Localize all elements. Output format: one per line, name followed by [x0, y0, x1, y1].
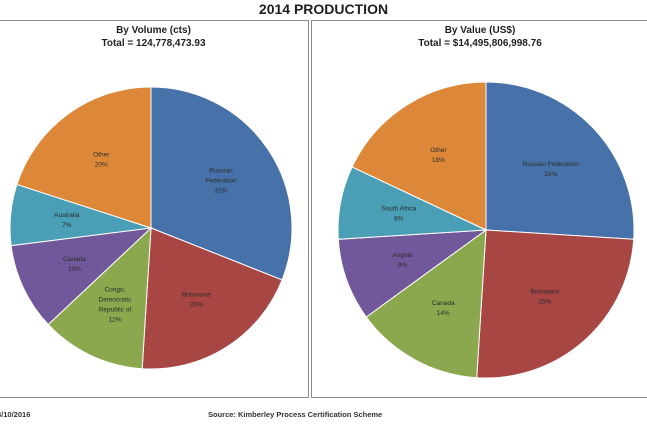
volume-label-australia: Australia 7%: [54, 212, 80, 229]
volume-label-other: Other 20%: [93, 152, 110, 169]
value-label-botswana: Botswana 25%: [530, 289, 559, 306]
volume-slice-congo: [47, 226, 152, 370]
value-slice-botswana: [476, 229, 635, 379]
value-chart-title: By Value (US$): [444, 25, 516, 36]
volume-label-canada: Canada 10%: [63, 256, 86, 273]
value-chart-total: Total = $14,495,806,998.76: [418, 38, 542, 49]
value-chart-panel: By Value (US$) Total = $14,495,806,998.7…: [311, 20, 647, 398]
value-slice-canada: [365, 228, 487, 379]
value-label-angola: Angola 9%: [392, 252, 413, 269]
value-label-south-africa: South Africa 8%: [381, 205, 416, 222]
volume-chart-total: Total = 124,778,473.93: [101, 38, 206, 49]
value-label-russian-federation: Russian Federation 26%: [523, 161, 580, 178]
chart-title: 2014 PRODUCTION: [258, 1, 389, 17]
value-slice-other: [351, 81, 487, 231]
footer-date: 3/10/2016: [0, 410, 31, 419]
volume-slice-canada: [10, 227, 153, 326]
volume-chart-title: By Volume (cts): [116, 25, 191, 36]
volume-label-botswana: Botswana 20%: [182, 291, 211, 308]
value-pie-chart: Russian Federation 26% Botswana 25% Canada 14…: [337, 81, 635, 379]
footer-source: Source: Kimberley Process Certification …: [208, 410, 383, 419]
volume-label-congo: Congo, Democratic Republic of 12%: [99, 287, 133, 324]
volume-label-russian: Russian Federation 31%: [205, 167, 236, 194]
volume-slice-russian: [150, 86, 293, 281]
volume-slice-botswana: [141, 227, 283, 370]
volume-chart-panel: By Volume (cts) Total = 124,778,473.93 R…: [0, 20, 309, 398]
value-label-other: Other 18%: [430, 147, 447, 164]
value-label-canada: Canada 14%: [432, 300, 455, 317]
volume-pie-chart: Russian Federation 31% Botswana 20% Congo, Dem…: [9, 86, 293, 370]
value-slice-russian-federation: [485, 81, 635, 240]
value-slice-angola: [337, 229, 488, 318]
volume-slice-other: [16, 86, 152, 229]
